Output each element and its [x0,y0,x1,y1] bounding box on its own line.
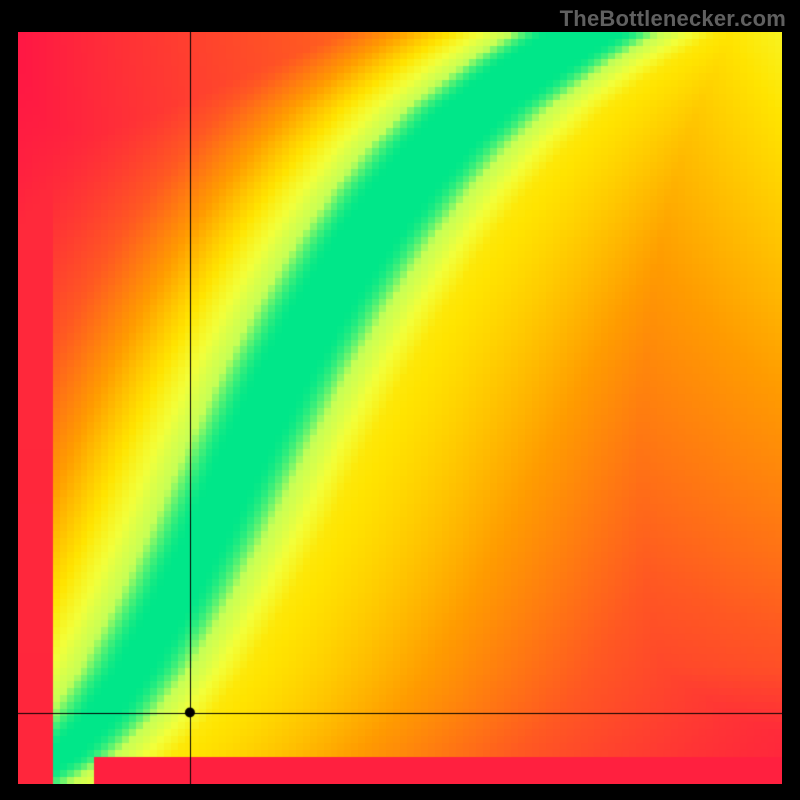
bottleneck-heatmap [18,32,782,784]
watermark-text: TheBottlenecker.com [560,6,786,32]
page-root: TheBottlenecker.com [0,0,800,800]
